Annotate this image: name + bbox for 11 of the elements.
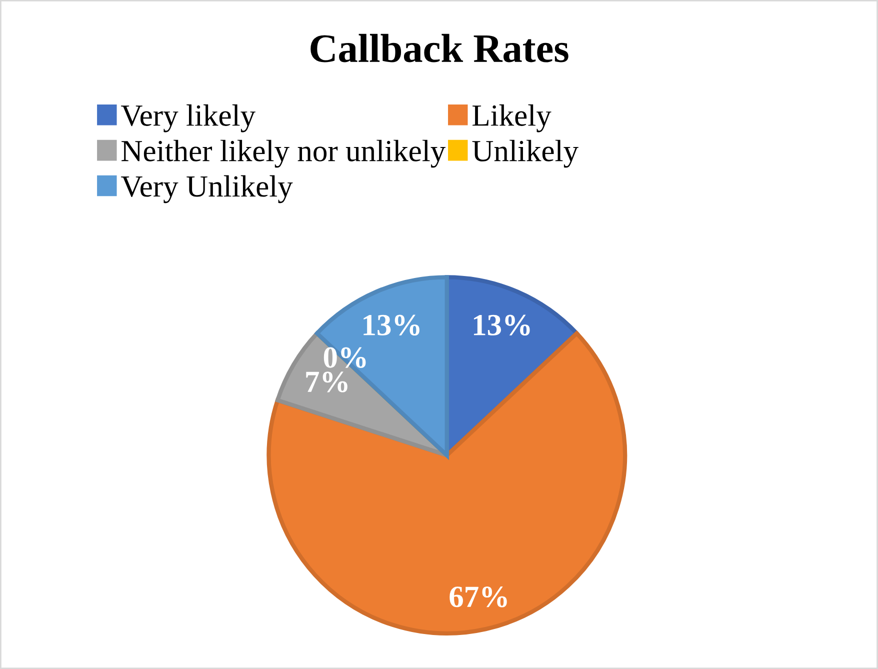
- legend-label: Very likely: [121, 104, 256, 132]
- data-label: 13%: [474, 314, 530, 336]
- data-label: 7%: [306, 372, 348, 392]
- chart-title: Callback Rates: [310, 34, 568, 62]
- legend-label: Neither likely nor unlikely: [122, 140, 446, 168]
- data-label: 13%: [364, 314, 420, 336]
- legend-label: Unlikely: [472, 140, 578, 168]
- text: 0%: [324, 347, 366, 368]
- data-label: 67%: [450, 586, 507, 608]
- legend-label: Likely: [472, 104, 552, 132]
- legend-label: Very Unlikely: [121, 175, 293, 204]
